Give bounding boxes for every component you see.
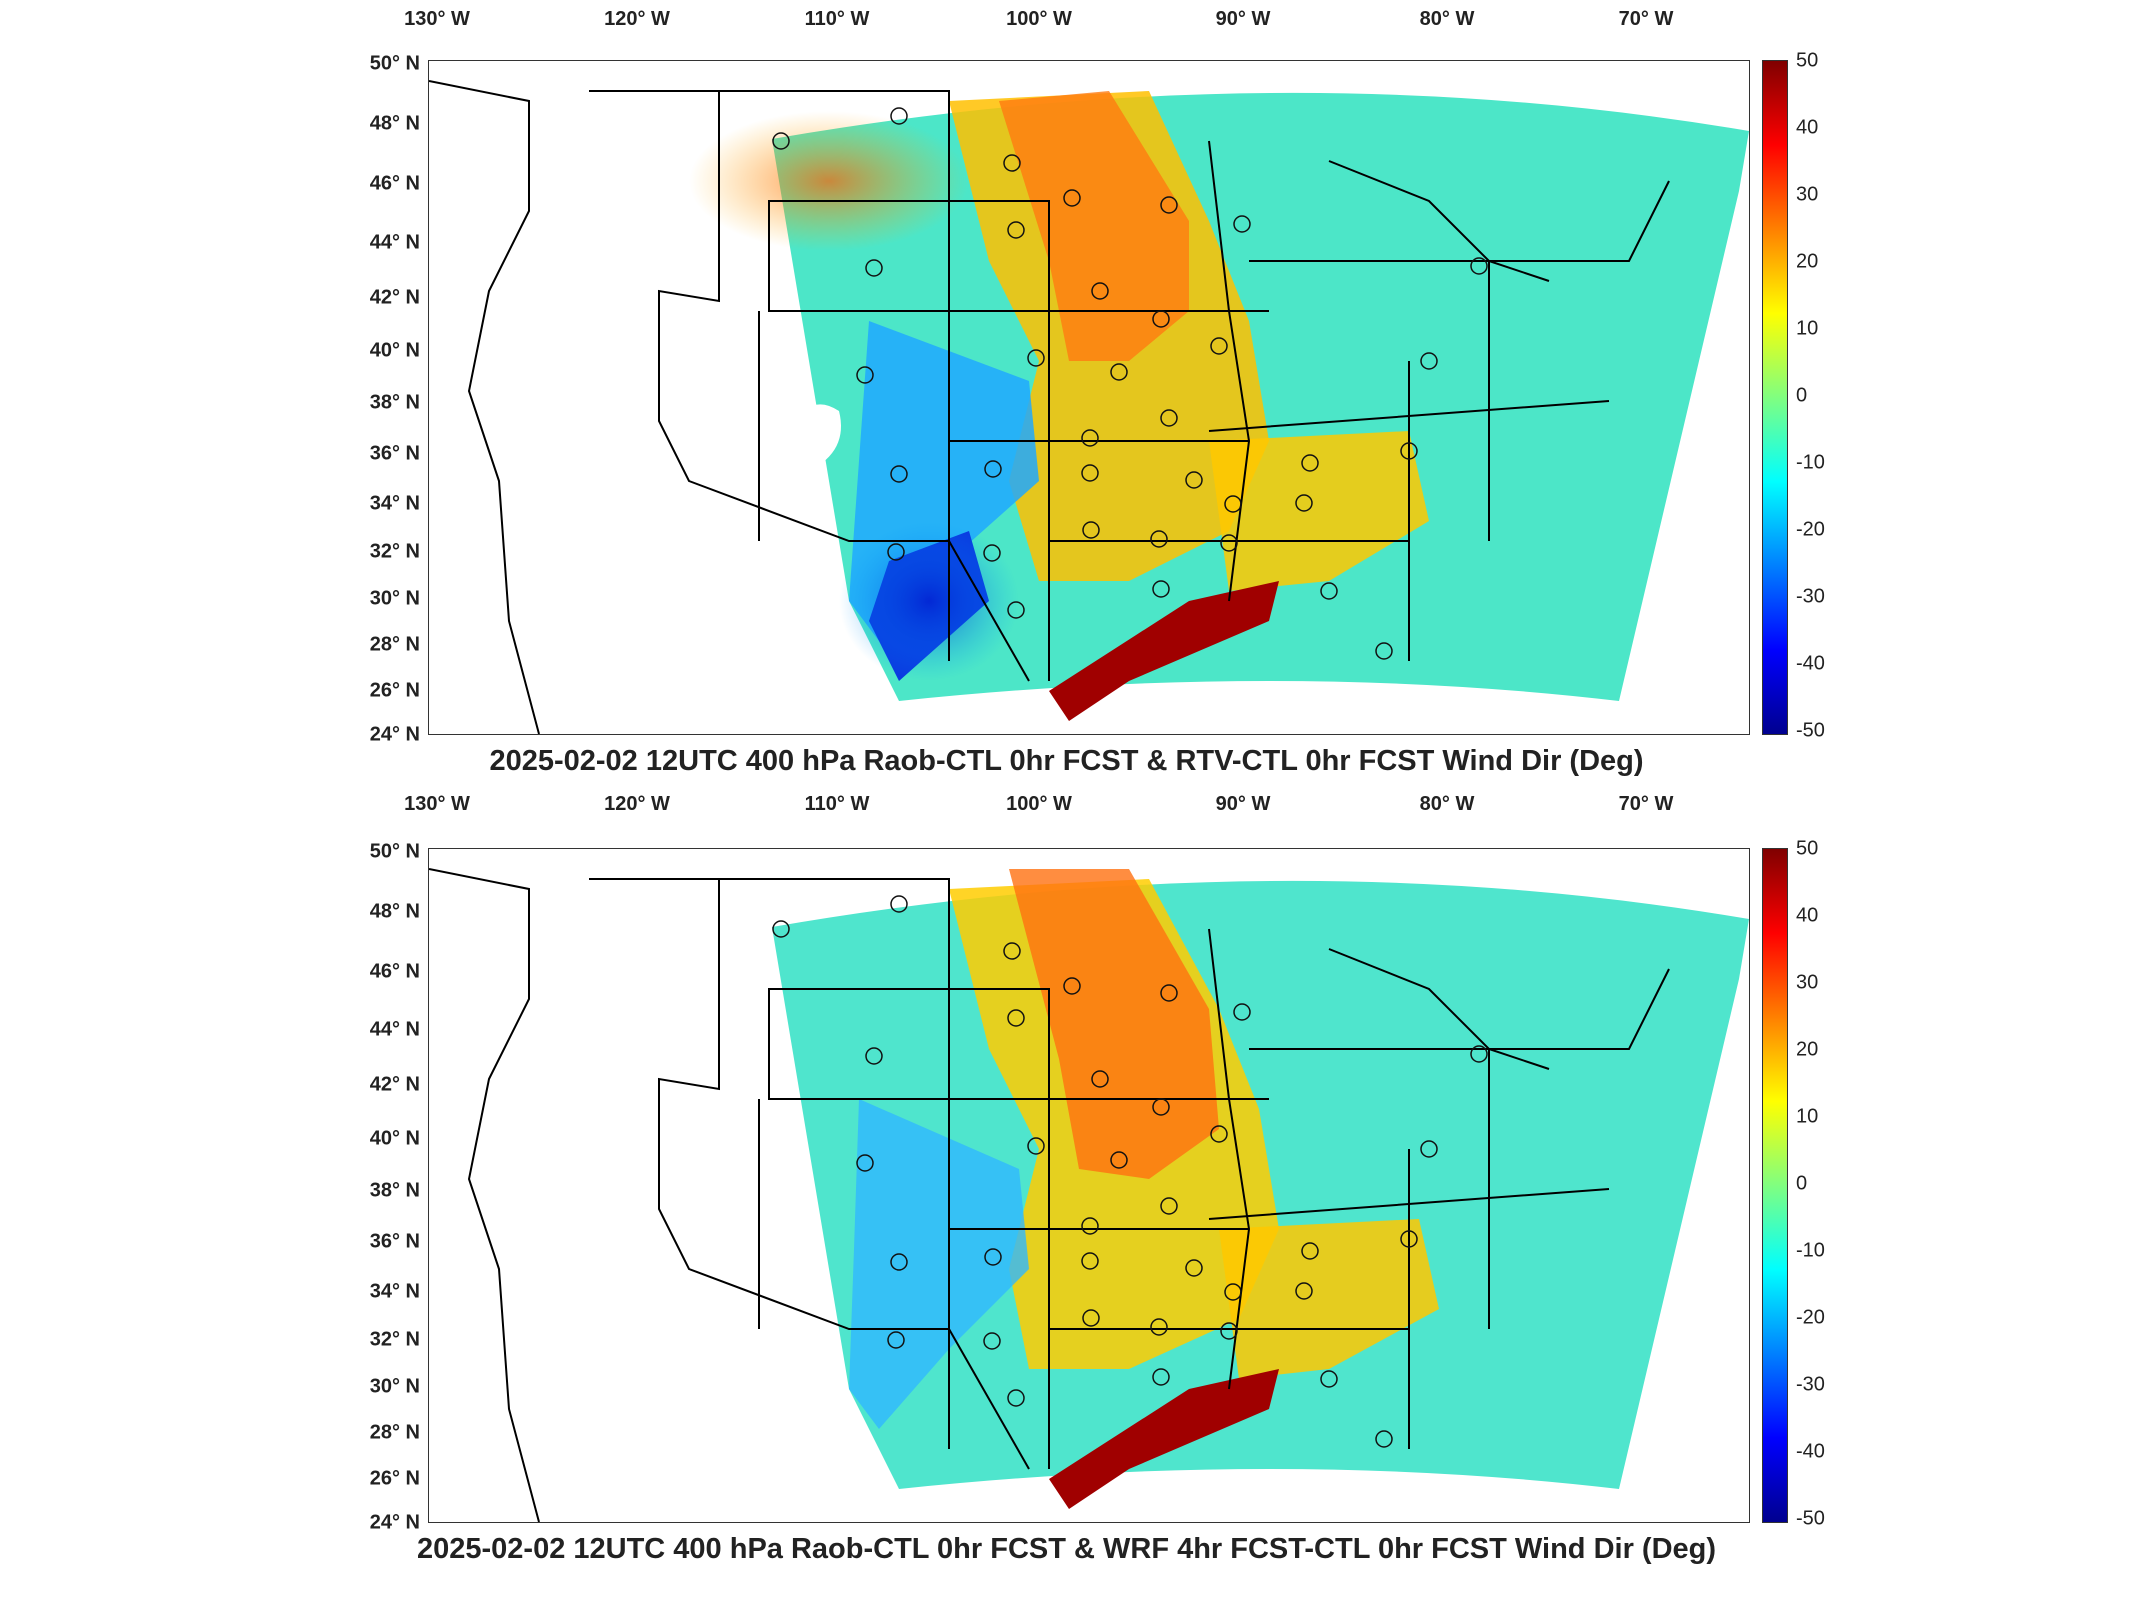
lon-label: 90° W xyxy=(1215,793,1271,815)
colorbar-tick: 0 xyxy=(1796,384,1808,407)
positive-anomaly-core xyxy=(999,91,1189,361)
colorbar-tick: -30 xyxy=(1796,585,1825,608)
colorbar-tick: 10 xyxy=(1796,1105,1819,1128)
colorbar-tick: -30 xyxy=(1796,1373,1825,1396)
lat-label: 46° N xyxy=(369,960,420,983)
lon-label: 70° W xyxy=(1618,793,1674,815)
lat-label: 28° N xyxy=(369,633,420,656)
lat-label: 28° N xyxy=(369,1421,420,1444)
positive-anomaly-southeast xyxy=(1209,431,1429,591)
colorbar-tick: -40 xyxy=(1796,652,1825,675)
lat-label: 24° N xyxy=(369,723,420,746)
colorbar-tick: 0 xyxy=(1796,1172,1808,1195)
colorbar-bottom xyxy=(1762,848,1788,1523)
map-svg-top xyxy=(429,80,1749,734)
lon-label: 70° W xyxy=(1618,8,1674,30)
lat-label: 26° N xyxy=(369,1467,420,1490)
lat-label: 50° N xyxy=(369,52,420,75)
colorbar-tick: 50 xyxy=(1796,49,1819,72)
lat-label: 44° N xyxy=(369,1018,420,1041)
lat-label: 38° N xyxy=(369,1179,420,1202)
panel-title-top: 2025-02-02 12UTC 400 hPa Raob-CTL 0hr FC… xyxy=(489,745,1644,777)
lat-label: 34° N xyxy=(369,1280,420,1303)
colorbar-tick: 40 xyxy=(1796,904,1819,927)
lat-label: 36° N xyxy=(369,1230,420,1253)
colorbar-tick: -50 xyxy=(1796,719,1825,742)
lon-label: 80° W xyxy=(1419,8,1475,30)
lat-label: 50° N xyxy=(369,840,420,863)
lon-label: 110° W xyxy=(804,793,870,815)
raob-stations xyxy=(772,107,1488,660)
lon-label: 120° W xyxy=(604,8,670,30)
lat-label: 40° N xyxy=(369,1127,420,1150)
colorbar-tick: 50 xyxy=(1796,837,1819,860)
lat-label: 34° N xyxy=(369,492,420,515)
negative-anomaly-southwest xyxy=(849,1099,1029,1429)
lon-label: 110° W xyxy=(804,8,870,30)
lat-label: 46° N xyxy=(369,172,420,195)
lat-label: 40° N xyxy=(369,339,420,362)
colorbar-tick: -20 xyxy=(1796,1306,1825,1329)
lat-label: 38° N xyxy=(369,391,420,414)
colorbar-tick: -10 xyxy=(1796,451,1825,474)
colorbar-tick: 20 xyxy=(1796,250,1819,273)
lon-label: 90° W xyxy=(1215,8,1271,30)
map-svg-bottom xyxy=(429,868,1749,1522)
colorbar-tick: 10 xyxy=(1796,317,1819,340)
lat-label: 42° N xyxy=(369,1073,420,1096)
positive-anomaly-southeast xyxy=(1219,1219,1439,1379)
lat-label: 48° N xyxy=(369,112,420,135)
lat-label: 32° N xyxy=(369,1328,420,1351)
lat-label: 26° N xyxy=(369,679,420,702)
lat-label: 32° N xyxy=(369,540,420,563)
lon-label: 130° W xyxy=(404,8,470,30)
lon-label: 120° W xyxy=(604,793,670,815)
map-bottom xyxy=(428,848,1750,1523)
strong-positive-band xyxy=(1049,1369,1279,1509)
colorbar-tick: 30 xyxy=(1796,183,1819,206)
colorbar-tick: -20 xyxy=(1796,518,1825,541)
missing-data-patch xyxy=(777,404,841,471)
lat-label: 30° N xyxy=(369,587,420,610)
lon-label: 130° W xyxy=(404,793,470,815)
lat-label: 44° N xyxy=(369,231,420,254)
lat-label: 42° N xyxy=(369,286,420,309)
lon-label: 100° W xyxy=(1006,8,1072,30)
strong-positive-band xyxy=(1049,581,1279,721)
state-borders xyxy=(429,868,1670,1522)
lat-label: 36° N xyxy=(369,442,420,465)
lat-label: 30° N xyxy=(369,1375,420,1398)
panel-title-bottom: 2025-02-02 12UTC 400 hPa Raob-CTL 0hr FC… xyxy=(416,1533,1717,1565)
colorbar-tick: -50 xyxy=(1796,1507,1825,1530)
negative-patch xyxy=(839,521,1019,681)
positive-patch xyxy=(689,111,969,251)
state-borders xyxy=(429,80,1670,734)
raob-stations xyxy=(772,895,1488,1448)
lat-label: 24° N xyxy=(369,1511,420,1534)
colorbar-tick: 40 xyxy=(1796,116,1819,139)
lat-label: 48° N xyxy=(369,900,420,923)
map-top xyxy=(428,60,1750,735)
colorbar-tick: 30 xyxy=(1796,971,1819,994)
colorbar-top xyxy=(1762,60,1788,735)
lon-label: 80° W xyxy=(1419,793,1475,815)
lon-label: 100° W xyxy=(1006,793,1072,815)
colorbar-tick: 20 xyxy=(1796,1038,1819,1061)
colorbar-tick: -40 xyxy=(1796,1440,1825,1463)
colorbar-tick: -10 xyxy=(1796,1239,1825,1262)
